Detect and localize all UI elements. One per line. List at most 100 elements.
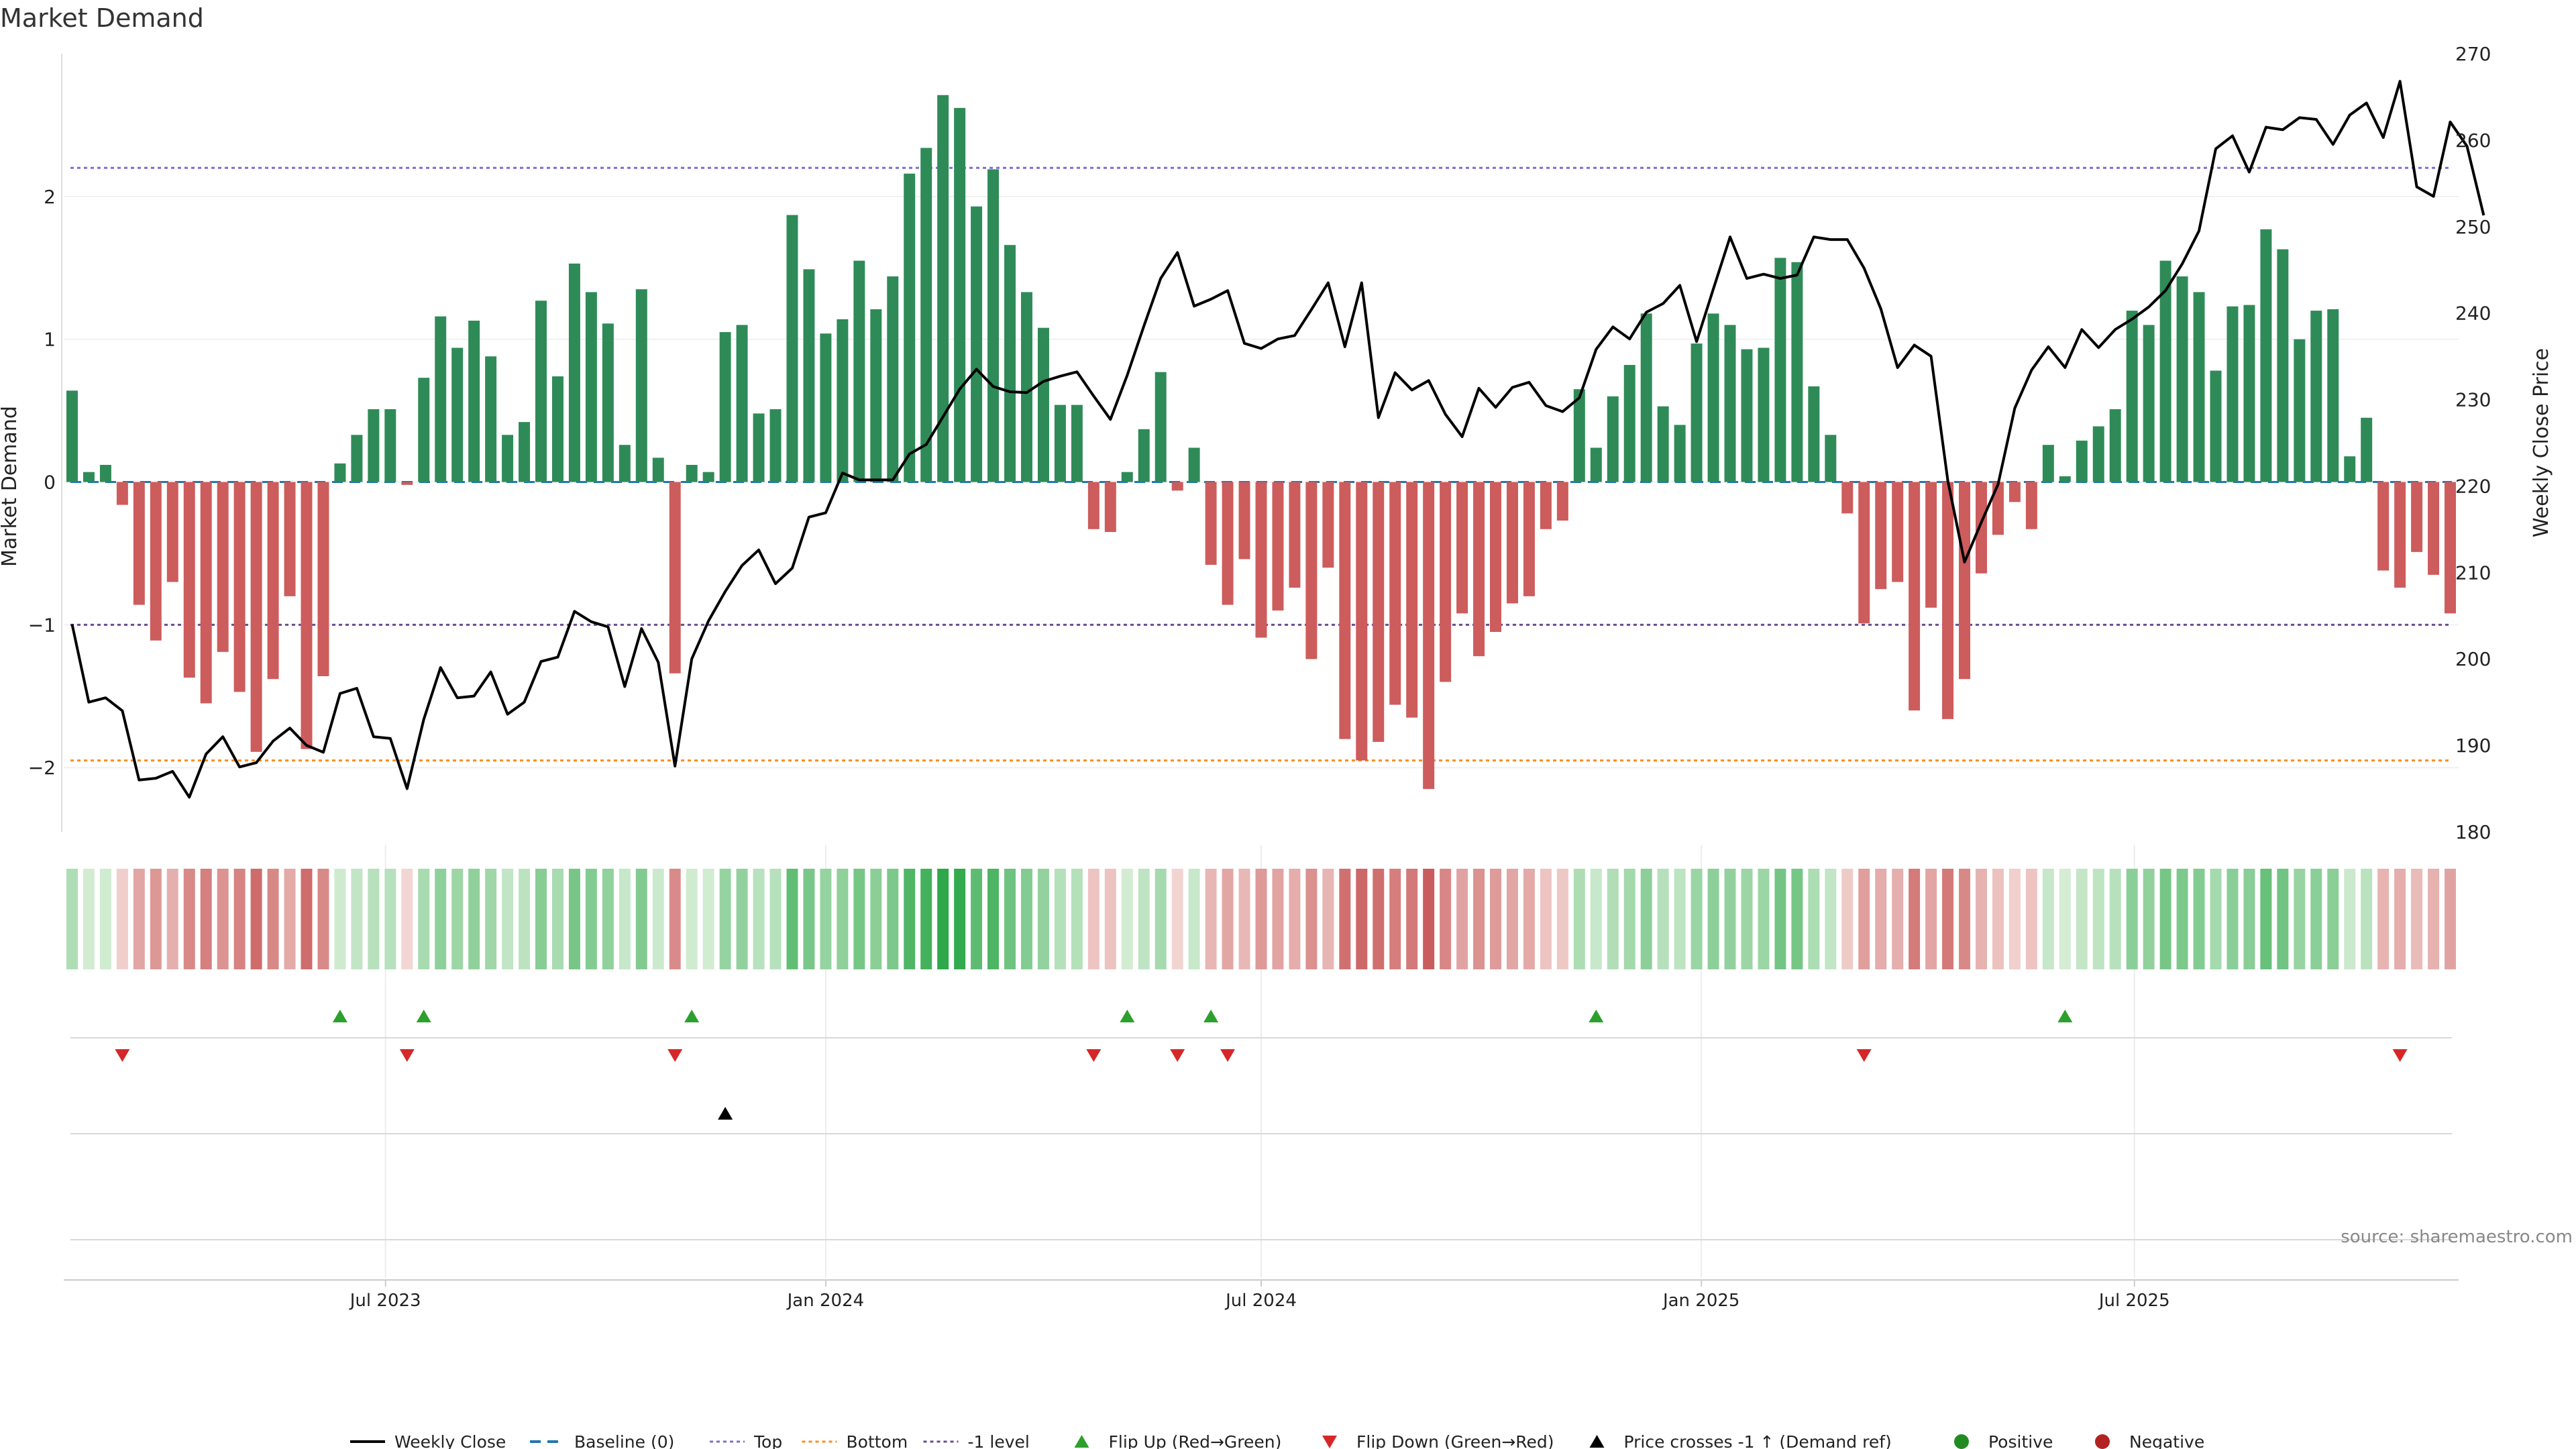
heat-cell: [2159, 869, 2171, 969]
heat-cell: [2294, 869, 2306, 969]
demand-bar: [1690, 343, 1703, 482]
heat-cell: [954, 869, 966, 969]
demand-bar: [1104, 482, 1116, 533]
heat-cell: [2210, 869, 2222, 969]
demand-bar: [1523, 482, 1535, 596]
heat-cell: [401, 869, 413, 969]
heat-cell: [1506, 869, 1518, 969]
heat-cell: [920, 869, 932, 969]
heat-cell: [502, 869, 514, 969]
demand-bar: [451, 347, 464, 482]
y-tick-right: 200: [2455, 648, 2491, 670]
demand-bar: [368, 409, 380, 482]
y-tick-left: 1: [44, 329, 56, 351]
flip-down-marker: [1086, 1049, 1102, 1062]
heat-cell: [1188, 869, 1200, 969]
heat-cell: [267, 869, 279, 969]
demand-bar: [2260, 229, 2272, 482]
demand-bar: [1590, 447, 1602, 482]
legend-swatch: [1954, 1434, 1969, 1449]
heat-cell: [2042, 869, 2054, 969]
heat-cell: [786, 869, 798, 969]
demand-bar: [2126, 311, 2138, 482]
demand-bar: [1640, 313, 1652, 482]
demand-bar: [2226, 306, 2239, 482]
heat-cell: [987, 869, 1000, 969]
demand-bar: [1373, 482, 1385, 742]
heat-cell: [116, 869, 128, 969]
x-tick-label: Jul 2025: [2098, 1291, 2170, 1311]
heat-cell: [887, 869, 899, 969]
demand-bar: [334, 463, 346, 482]
heat-cell: [1406, 869, 1418, 969]
heat-cell: [1875, 869, 1887, 969]
flip-down-marker: [115, 1049, 130, 1062]
heat-cell: [937, 869, 949, 969]
heat-cell: [1925, 869, 1937, 969]
y-tick-right: 240: [2455, 303, 2491, 325]
demand-bar: [250, 482, 262, 752]
heat-cell: [904, 869, 916, 969]
flip-up-marker: [1589, 1010, 1604, 1022]
heat-cell: [1690, 869, 1703, 969]
demand-bar: [435, 316, 447, 482]
demand-bar: [551, 376, 564, 482]
legend: Weekly Close Baseline (0) Top Bottom -1 leve…: [350, 1432, 2204, 1449]
heat-cell: [1155, 869, 1167, 969]
heat-cell: [1657, 869, 1669, 969]
heat-cell: [1222, 869, 1234, 969]
demand-bar: [2159, 260, 2171, 482]
demand-bar: [2361, 417, 2373, 482]
heat-cell: [1640, 869, 1652, 969]
legend-label: Top: [753, 1432, 782, 1449]
demand-bar: [1004, 245, 1016, 482]
demand-bar: [1959, 482, 1971, 680]
demand-bar: [166, 482, 178, 582]
heat-cell: [1607, 869, 1619, 969]
demand-bar: [568, 263, 580, 482]
flip-down-marker: [1170, 1049, 1185, 1062]
demand-bar: [284, 482, 296, 596]
flip-down-marker: [1220, 1049, 1236, 1062]
y-axis-right-label: Weekly Close Price: [2530, 348, 2553, 537]
heat-cell: [853, 869, 865, 969]
heat-cell: [166, 869, 178, 969]
heat-cell: [1758, 869, 1770, 969]
legend-item: Top: [710, 1432, 782, 1449]
demand-bar: [1138, 429, 1150, 482]
heat-cell: [619, 869, 631, 969]
legend-item: Baseline (0): [530, 1432, 674, 1449]
heat-cell: [2377, 869, 2390, 969]
demand-bar: [1456, 482, 1468, 614]
heat-cell: [1556, 869, 1568, 969]
heat-cell: [1087, 869, 1099, 969]
heat-cell: [1825, 869, 1837, 969]
demand-bar: [920, 148, 932, 482]
heat-cell: [2226, 869, 2239, 969]
heat-cell: [1573, 869, 1585, 969]
axes: −2 −1 0 1 2 180 190 200 210 220 230 240 250 260 270: [28, 43, 2491, 843]
heat-cell: [2109, 869, 2121, 969]
demand-bar: [502, 435, 514, 482]
heat-cell: [2411, 869, 2423, 969]
demand-bar: [1087, 482, 1099, 529]
demand-bar: [2310, 311, 2322, 482]
heat-cell: [1322, 869, 1334, 969]
demand-bar: [1506, 482, 1518, 604]
demand-bar: [1573, 389, 1585, 482]
demand-bar: [485, 356, 497, 482]
heat-cell: [1523, 869, 1535, 969]
demand-bar: [2008, 482, 2021, 502]
heat-cell: [1456, 869, 1468, 969]
heat-cell: [1590, 869, 1602, 969]
demand-bar: [769, 409, 782, 482]
demand-bar: [1356, 482, 1368, 761]
heat-cell: [2327, 869, 2339, 969]
heat-cell: [1423, 869, 1435, 969]
demand-bar: [1825, 435, 1837, 482]
demand-bar: [803, 269, 815, 482]
x-tick-label: Jul 2023: [349, 1291, 421, 1311]
y-tick-right: 250: [2455, 216, 2491, 238]
demand-bar: [2143, 325, 2155, 482]
heat-cell: [1741, 869, 1753, 969]
